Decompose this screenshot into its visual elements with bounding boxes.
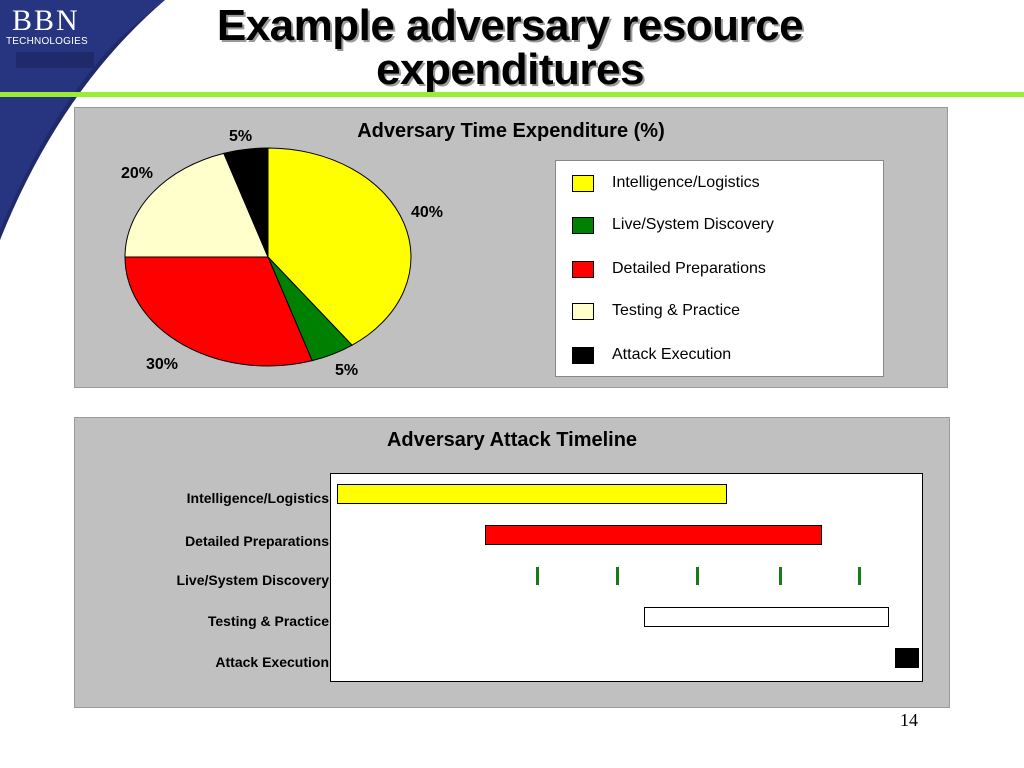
- pie-legend: Intelligence/Logistics Live/System Disco…: [555, 160, 884, 377]
- pie-label-preparations: 30%: [146, 356, 179, 373]
- timeline-bar-intelligence: [336, 484, 727, 504]
- timeline-tick-discovery: [616, 567, 620, 585]
- pie-chart-panel: Adversary Time Expenditure (%) 5% 20% 40…: [74, 107, 948, 388]
- timeline-plot-area: [330, 473, 923, 682]
- legend-label: Testing & Practice: [612, 302, 741, 319]
- timeline-tick-discovery: [695, 567, 699, 585]
- legend-label: Intelligence/Logistics: [612, 174, 760, 191]
- title-rule: [0, 92, 1024, 97]
- logo-bar: [16, 52, 94, 68]
- legend-swatch-discovery: [572, 217, 594, 234]
- slide-title-line-1: Example adversary resource: [216, 1, 804, 50]
- timeline-row-label: Live/System Discovery: [176, 572, 329, 588]
- timeline-tick-discovery: [778, 567, 782, 585]
- legend-label: Live/System Discovery: [612, 216, 774, 233]
- timeline-row-label: Intelligence/Logistics: [186, 490, 329, 506]
- pie-label-testing: 20%: [121, 165, 154, 182]
- pie-label-attack: 5%: [229, 128, 253, 145]
- pie-slice-intelligence: [267, 147, 412, 346]
- legend-label: Attack Execution: [612, 346, 732, 363]
- logo-subtext: TECHNOLOGIES: [6, 36, 88, 47]
- timeline-row-label: Testing & Practice: [207, 613, 329, 629]
- legend-swatch-preparations: [572, 261, 594, 278]
- timeline-chart-title: Adversary Attack Timeline: [386, 429, 638, 451]
- timeline-tick-discovery: [858, 567, 862, 585]
- legend-swatch-testing: [572, 303, 594, 320]
- pie-label-intelligence: 40%: [411, 204, 444, 221]
- pie-chart-title: Adversary Time Expenditure (%): [357, 120, 665, 142]
- timeline-bar-testing: [644, 607, 890, 627]
- legend-swatch-attack: [572, 347, 594, 364]
- pie-slice-testing: [124, 152, 269, 258]
- legend-swatch-intelligence: [572, 175, 594, 192]
- timeline-chart-panel: Adversary Attack Timeline Intelligence/L…: [74, 417, 950, 708]
- pie-chart: [124, 147, 412, 367]
- pie-label-discovery: 5%: [335, 362, 359, 379]
- timeline-tick-discovery: [536, 567, 540, 585]
- timeline-bar-preparations: [484, 525, 822, 545]
- timeline-row-label: Detailed Preparations: [185, 533, 329, 549]
- page-number: 14: [900, 710, 918, 730]
- slide-title-line-2: expenditures: [376, 45, 644, 94]
- timeline-row-label: Attack Execution: [215, 654, 329, 670]
- pie-slice-preparations: [124, 256, 313, 367]
- timeline-bar-attack: [895, 648, 920, 668]
- pie-slice-attack: [223, 147, 269, 258]
- slide-title: Example adversary resource expenditures: [150, 4, 870, 92]
- logo-text: BBN: [12, 4, 80, 37]
- legend-label: Detailed Preparations: [612, 260, 766, 277]
